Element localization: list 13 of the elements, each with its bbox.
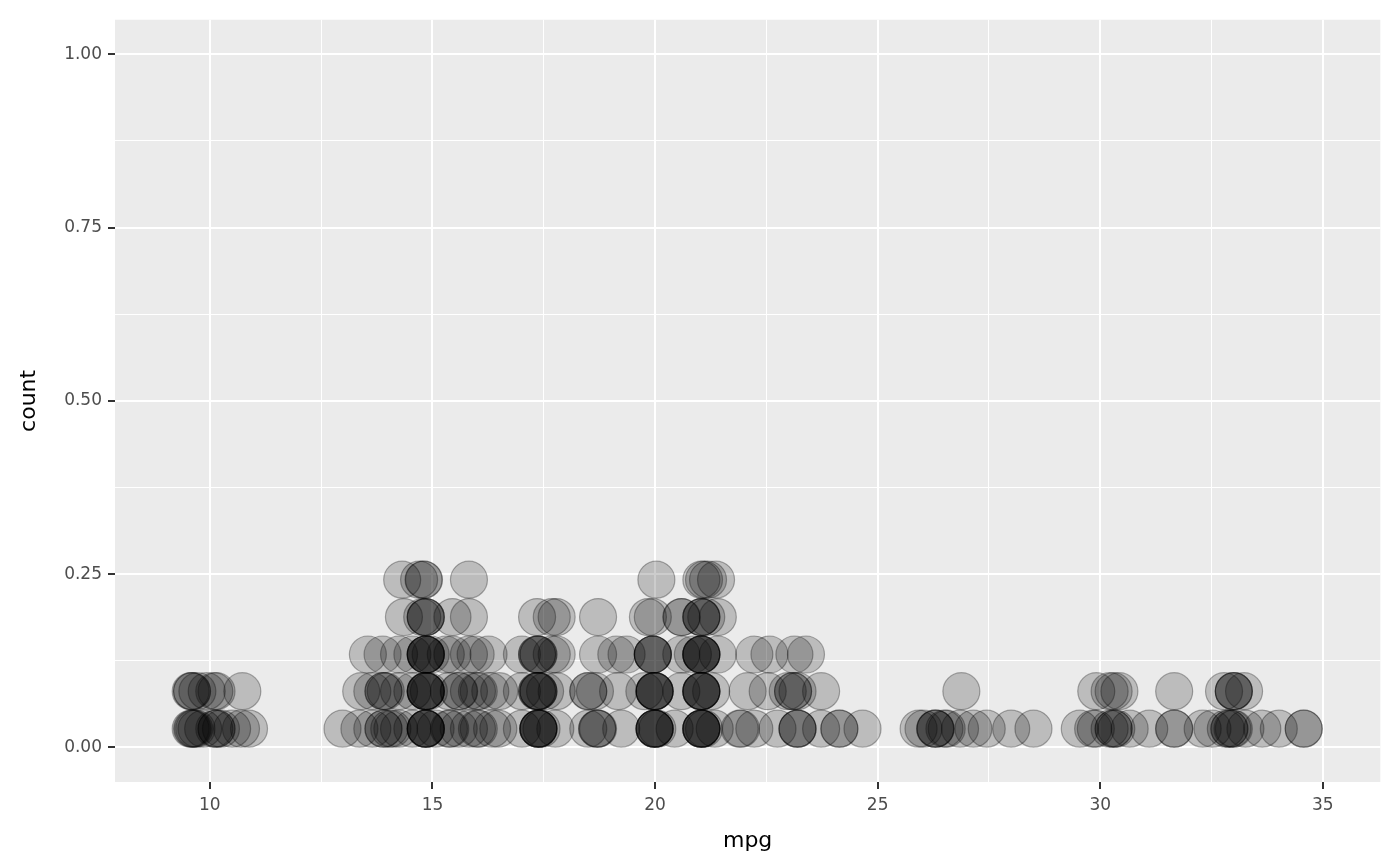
y-tick-label: 1.00 — [64, 42, 102, 63]
x-tick-label: 35 — [1312, 793, 1334, 814]
x-axis-title: mpg — [722, 826, 773, 852]
x-tick-label: 15 — [421, 793, 444, 814]
x-tick-label: 25 — [866, 793, 889, 814]
x-tick-label: 20 — [644, 793, 666, 814]
y-tick-label: 0.50 — [64, 389, 102, 410]
y-tick-label: 0.00 — [64, 735, 102, 756]
y-tick-label: 0.75 — [64, 216, 102, 237]
x-tick-label: 30 — [1089, 793, 1112, 814]
x-tick-label: 10 — [199, 793, 221, 814]
y-tick-label: 0.25 — [64, 562, 102, 583]
y-axis-title: count — [14, 369, 40, 432]
